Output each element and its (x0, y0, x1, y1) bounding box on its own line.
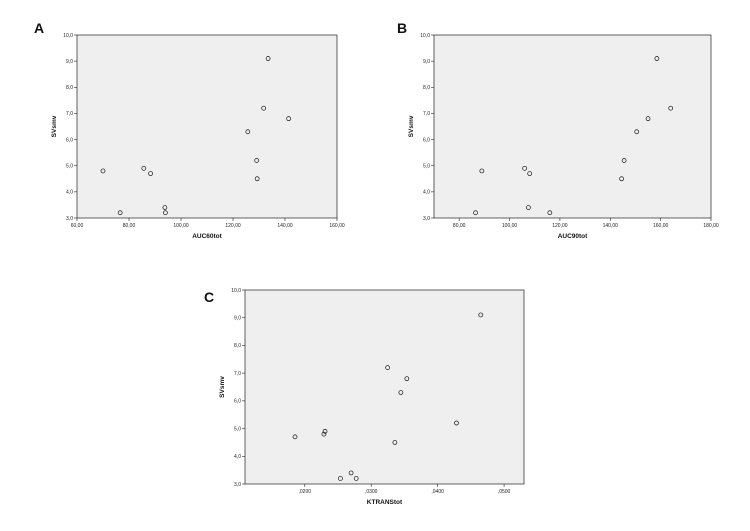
data-point-b (654, 56, 660, 61)
y-tick-label-a: 4,0 (66, 190, 73, 196)
y-axis-title-c: SVsmv (219, 376, 226, 398)
data-point-a (148, 171, 153, 176)
y-tick-label-b: 4,0 (423, 190, 430, 196)
data-point-c (404, 376, 410, 382)
y-tick-label-b: 7,0 (423, 111, 430, 117)
x-tick-label-a: 160,00 (329, 223, 345, 229)
x-tick-label-b: 120,00 (552, 223, 568, 229)
data-point-a (162, 205, 168, 210)
y-tick-label-a: 10,0 (63, 33, 73, 39)
x-axis-title-a: AUC60tot (192, 233, 222, 240)
data-point-c (292, 434, 298, 440)
x-tick-label-c: ,0400 (431, 489, 444, 495)
data-point-b (522, 165, 528, 171)
data-point-c (392, 440, 398, 445)
data-point-b (621, 158, 627, 163)
scatter-panel-a: A 3,0 4,0 5,0 6,0 7,0 8,0 9,0 10,0 60,00 80,00 100,… (34, 20, 345, 240)
y-tick-label-c: 5,0 (234, 426, 241, 432)
data-point-a (163, 210, 168, 216)
y-tick-label-a: 8,0 (66, 85, 73, 91)
y-tick-label-c: 4,0 (234, 454, 241, 460)
y-tick-label-a: 5,0 (66, 164, 73, 170)
data-point-a (117, 210, 123, 216)
y-tick-label-b: 5,0 (423, 164, 430, 170)
y-tick-label-c: 7,0 (234, 371, 241, 377)
x-tick-label-c: ,0300 (365, 489, 378, 495)
data-point-c (321, 431, 327, 437)
y-tick-label-a: 6,0 (66, 137, 73, 143)
data-point-c (322, 428, 328, 434)
x-axis-title-c: KTRANStot (367, 499, 403, 506)
data-point-a (265, 56, 271, 61)
data-point-a (286, 116, 291, 122)
x-tick-label-b: 80,00 (453, 223, 466, 229)
data-point-b (527, 171, 533, 176)
x-tick-label-a: 140,00 (277, 223, 293, 229)
data-point-a (245, 129, 251, 135)
data-point-b (668, 105, 674, 111)
y-tick-label-c: 3,0 (234, 482, 241, 488)
x-tick-label-a: 100,00 (173, 223, 189, 229)
x-axis-title-b: AUC90tot (558, 233, 588, 240)
y-tick-label-a: 9,0 (66, 59, 73, 65)
data-point-b (473, 210, 478, 216)
y-tick-label-a: 7,0 (66, 111, 73, 117)
y-tick-label-b: 8,0 (423, 85, 430, 91)
x-tick-label-b: 140,00 (603, 223, 619, 229)
panel-letter-b: B (397, 20, 407, 36)
data-point-b (645, 116, 651, 122)
y-axis-title-a: SVsmv (51, 115, 58, 137)
plot-area-b (433, 34, 712, 219)
data-point-b (547, 210, 553, 216)
x-tick-label-b: 160,00 (653, 223, 669, 229)
data-point-a (254, 158, 260, 163)
y-tick-label-b: 9,0 (423, 59, 430, 65)
x-tick-label-c: ,0200 (299, 489, 312, 495)
y-tick-label-b: 6,0 (423, 137, 430, 143)
y-tick-label-b: 10,0 (420, 33, 430, 39)
data-point-a (100, 168, 106, 174)
plot-area-c (244, 289, 525, 485)
y-tick-label-b: 3,0 (423, 216, 430, 222)
data-point-c (398, 390, 404, 395)
plot-area-a (76, 34, 338, 219)
y-tick-label-c: 8,0 (234, 343, 241, 349)
panel-letter-a: A (34, 20, 44, 36)
x-tick-label-b: 180,00 (703, 223, 719, 229)
data-point-c (353, 476, 359, 481)
panel-letter-c: C (204, 289, 214, 305)
data-point-c (454, 420, 459, 426)
data-point-c (385, 365, 390, 370)
x-tick-label-b: 100,00 (502, 223, 518, 229)
y-tick-label-c: 9,0 (234, 316, 241, 322)
scatter-panel-b: B 3,0 4,0 5,0 6,0 7,0 8,0 9,0 10,0 80,00 100,00 120… (397, 20, 719, 240)
data-point-c (478, 312, 484, 318)
data-point-b (634, 129, 640, 135)
data-point-c (338, 476, 343, 481)
x-tick-label-c: ,0500 (498, 489, 511, 495)
y-tick-label-a: 3,0 (66, 216, 73, 222)
y-tick-label-c: 10,0 (231, 288, 241, 294)
y-axis-title-b: SVsmv (408, 115, 415, 137)
data-point-c (348, 470, 354, 476)
x-tick-label-a: 60,00 (71, 223, 84, 229)
scatter-panel-c: C 3,0 4,0 5,0 6,0 7,0 8,0 9,0 10,0 ,0200 ,0300 ,040… (204, 288, 525, 506)
data-point-b (526, 205, 531, 210)
data-point-a (141, 165, 147, 171)
x-tick-label-a: 80,00 (123, 223, 136, 229)
data-point-b (619, 176, 624, 182)
y-tick-label-c: 6,0 (234, 399, 241, 405)
data-point-a (254, 176, 260, 182)
data-point-a (261, 105, 267, 111)
x-tick-label-a: 120,00 (225, 223, 241, 229)
data-point-b (479, 168, 485, 174)
